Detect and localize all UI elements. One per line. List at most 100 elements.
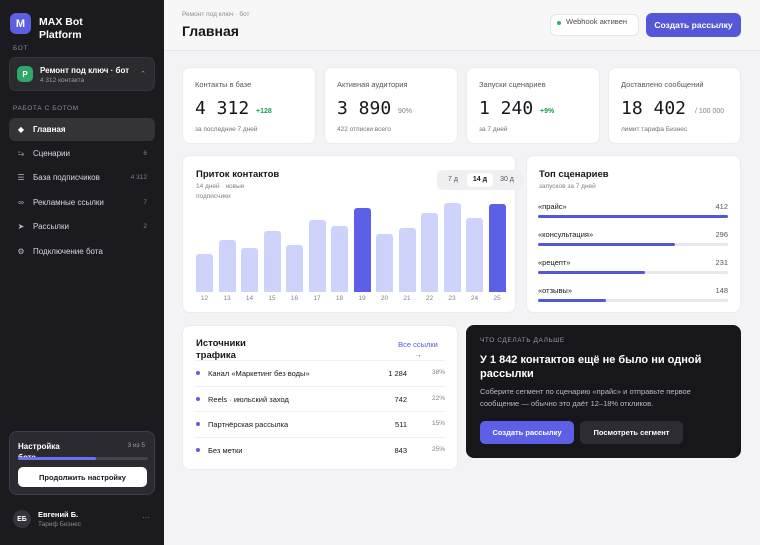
- x-tick-label: 24: [470, 295, 479, 302]
- kpi-label: Активная аудитория: [337, 80, 408, 89]
- scenario-runs: 148: [715, 286, 728, 295]
- work-section-label: Работа с ботом: [13, 105, 79, 112]
- source-name: Без метки: [208, 446, 243, 455]
- bar-13: [218, 240, 236, 292]
- x-tick-label: 23: [448, 295, 456, 302]
- kpi-sub: лимит тарифа Бизнес: [621, 126, 688, 133]
- bot-switcher[interactable]: Р Ремонт под ключ · бот 4 312 контакта ⌃: [9, 57, 155, 91]
- range-selector: 7 д 14 д 30 д: [437, 170, 523, 190]
- scenario-name[interactable]: «отзывы»: [538, 286, 572, 295]
- x-tick-label: 15: [268, 295, 276, 302]
- scenario-bar: [538, 271, 728, 274]
- nav-count: 6: [143, 150, 147, 157]
- scenario-name[interactable]: «рецепт»: [538, 258, 571, 267]
- nav-item-ad-links[interactable]: ∞ Рекламные ссылки 7: [9, 191, 155, 214]
- create-broadcast-button-secondary[interactable]: Создать рассылку: [480, 421, 574, 444]
- next-step-card: Что сделать дальше У 1 842 контактов ещё…: [466, 325, 741, 458]
- source-count: 511: [395, 420, 407, 429]
- kpi-label: Запуски сценариев: [479, 80, 546, 89]
- scenario-runs: 296: [715, 230, 728, 239]
- nav-label: База подписчиков: [33, 173, 100, 182]
- bot-avatar: Р: [17, 66, 33, 82]
- range-7d[interactable]: 7 д: [448, 176, 458, 183]
- source-name: Reels · июльский заход: [208, 395, 289, 404]
- range-30d[interactable]: 30 д: [500, 176, 514, 183]
- scenario-bar: [538, 243, 728, 246]
- nav-item-broadcasts[interactable]: ➤ Рассылки 2: [9, 215, 155, 238]
- bullet-icon: [196, 397, 200, 401]
- link-icon: ∞: [18, 198, 24, 207]
- source-count: 843: [394, 446, 407, 455]
- kpi-delta: +9%: [540, 108, 555, 115]
- brand-name: MAX Bot Platform: [39, 16, 83, 41]
- x-axis: 12 13 14 15 16 17 18 19 20 21 22 23 24 25: [196, 156, 506, 314]
- kpi-card-active-audience: Активная аудитория 3 890 90% 422 отписки…: [324, 67, 458, 144]
- chart-title: Приток контактов: [196, 169, 280, 180]
- bar-25: [488, 204, 506, 292]
- x-tick-label: 22: [425, 295, 434, 302]
- x-tick-label: 21: [403, 295, 411, 302]
- gear-icon: ⚙: [17, 247, 25, 256]
- kpi-delta: / 100 000: [695, 108, 725, 115]
- x-tick-label: 19: [358, 295, 366, 302]
- source-percent: 38%: [431, 369, 445, 376]
- webhook-status[interactable]: Webhook активен: [550, 14, 639, 36]
- table-row[interactable]: Без метки 843 25%: [195, 437, 445, 461]
- scenario-name[interactable]: «прайс»: [538, 202, 567, 211]
- chevron-up-down-icon: ⌃: [140, 71, 146, 78]
- bar-15: [263, 231, 281, 292]
- source-percent: 25%: [431, 446, 445, 453]
- continue-setup-button[interactable]: Продолжить настройку: [18, 467, 147, 487]
- bar-14: [241, 248, 258, 292]
- avatar[interactable]: ЕБ: [13, 510, 31, 528]
- more-icon[interactable]: ···: [142, 513, 150, 522]
- kpi-label: Доставлено сообщений: [621, 80, 704, 89]
- bar-16: [286, 245, 303, 292]
- kpi-sub: за последние 7 дней: [195, 126, 258, 133]
- range-14d[interactable]: 14 д: [467, 173, 493, 187]
- x-tick-label: 20: [380, 295, 389, 302]
- sidebar: M MAX Bot Platform Бот Р Ремонт под ключ…: [0, 0, 164, 545]
- webhook-label: Webhook активен: [566, 17, 628, 26]
- bot-section-label: Бот: [13, 45, 29, 52]
- kpi-card-delivered: Доставлено сообщений 18 402 / 100 000 ли…: [608, 67, 741, 144]
- view-segment-button[interactable]: Посмотреть сегмент: [580, 421, 683, 444]
- nav-item-subscribers[interactable]: ☰ База подписчиков 4 312: [9, 166, 155, 189]
- flow-icon: ⥲: [17, 148, 25, 158]
- top-scenarios-subtitle: запусков за 7 дней: [539, 183, 596, 190]
- nav-label: Рассылки: [33, 222, 69, 231]
- table-row[interactable]: Партнёрская рассылка 511 15%: [195, 411, 445, 435]
- x-tick-label: 13: [223, 295, 231, 302]
- x-tick-label: 16: [290, 295, 299, 302]
- scenario-bar-fill: [538, 243, 675, 246]
- next-step-label: Что сделать дальше: [480, 337, 565, 344]
- setup-progress: [18, 457, 148, 460]
- kpi-card-contacts: Контакты в базе 4 312 +128 за последние …: [182, 67, 316, 144]
- table-row[interactable]: Reels · июльский заход 742 22%: [195, 386, 445, 410]
- top-scenarios-card: Топ сценариев запусков за 7 дней «прайс»…: [526, 155, 741, 313]
- x-tick-label: 12: [200, 295, 209, 302]
- scenario-bar-fill: [538, 271, 645, 274]
- table-row[interactable]: Канал «Маркетинг без воды» 1 284 38%: [195, 360, 445, 384]
- sources-title: Источники трафика: [196, 338, 246, 361]
- bar-22: [421, 213, 438, 292]
- bot-name: Ремонт под ключ · бот: [40, 66, 130, 75]
- breadcrumb[interactable]: Ремонт под ключ · бот: [182, 11, 250, 18]
- nav-item-home[interactable]: ◆ Главная: [9, 118, 155, 141]
- scenario-bar-fill: [538, 215, 728, 218]
- scenario-name[interactable]: «консультация»: [538, 230, 594, 239]
- scenario-runs: 231: [715, 258, 728, 267]
- nav-item-bot-connection[interactable]: ⚙ Подключение бота: [9, 240, 155, 263]
- nav-label: Подключение бота: [33, 247, 103, 256]
- scenario-bar-fill: [538, 299, 607, 302]
- bar-19: [353, 208, 371, 292]
- create-broadcast-button[interactable]: Создать рассылку: [646, 13, 741, 37]
- x-tick-label: 14: [245, 295, 254, 302]
- user-plan: Тариф Бизнес: [38, 521, 82, 528]
- source-count: 1 284: [388, 369, 407, 378]
- setup-progress-fill: [18, 457, 96, 460]
- all-links-link[interactable]: Все ссылки →: [398, 340, 438, 359]
- kpi-sub: 422 отписки всего: [337, 126, 391, 133]
- nav-label: Рекламные ссылки: [33, 198, 104, 207]
- nav-item-scenarios[interactable]: ⥲ Сценарии 6: [9, 142, 155, 165]
